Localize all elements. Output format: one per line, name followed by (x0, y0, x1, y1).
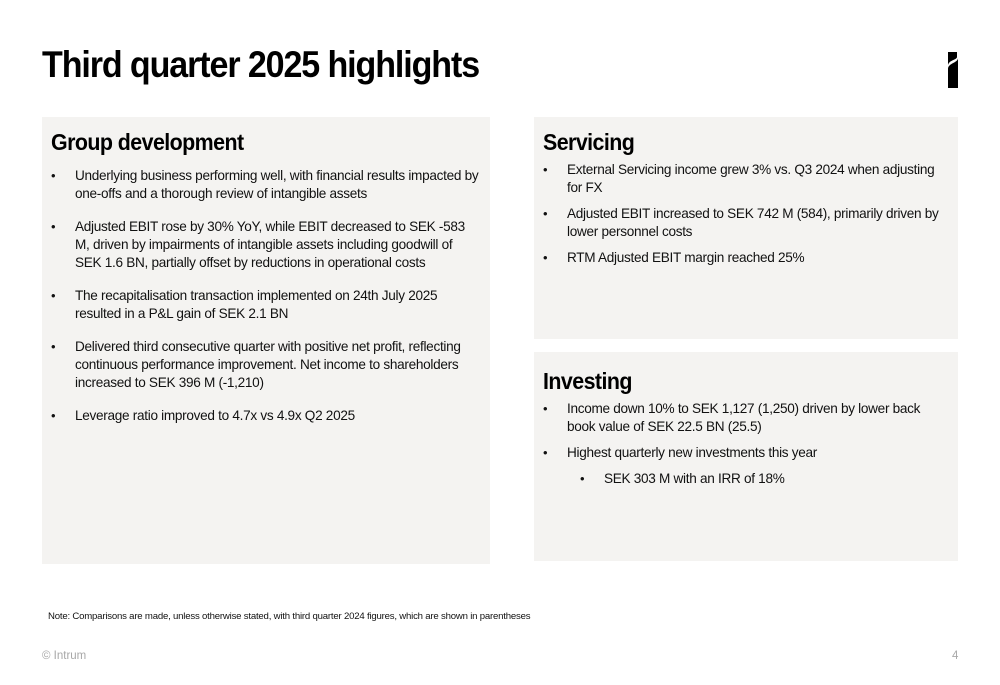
list-item: • Highest quarterly new investments this … (543, 445, 818, 460)
bullet-icon: • (51, 339, 56, 354)
list-item: • Delivered third consecutive quarter wit… (51, 339, 461, 390)
bullet-icon: • (543, 162, 548, 177)
bullet-icon: • (543, 401, 548, 416)
bullet-icon: • (543, 250, 548, 265)
footnote: Note: Comparisons are made, unless other… (48, 611, 531, 622)
bullet-icon: • (51, 219, 56, 234)
list-item: • Adjusted EBIT increased to SEK 742 M (5… (543, 206, 939, 239)
bullet-icon: • (543, 445, 548, 460)
bullet-icon: • (543, 206, 548, 221)
servicing-list: • External Servicing income grew 3% vs. Q… (543, 161, 948, 267)
servicing-panel: Servicing • External Servicing income gre… (534, 117, 958, 339)
group-development-panel: Group development • Underlying business p… (42, 117, 490, 564)
list-item: • External Servicing income grew 3% vs. Q… (543, 162, 935, 195)
bullet-icon: • (51, 288, 56, 303)
servicing-heading: Servicing (543, 129, 635, 155)
investing-list: • Income down 10% to SEK 1,127 (1,250) dr… (543, 400, 948, 488)
bullet-icon: • (580, 471, 585, 486)
intrum-logo-icon (948, 52, 958, 88)
page-title: Third quarter 2025 highlights (42, 44, 480, 85)
bullet-icon: • (51, 168, 56, 183)
list-item: • The recapitalisation transaction implem… (51, 288, 438, 321)
investing-panel: Investing • Income down 10% to SEK 1,127 … (534, 352, 958, 561)
list-item: • Leverage ratio improved to 4.7x vs 4.9x… (51, 408, 355, 423)
list-item: • Income down 10% to SEK 1,127 (1,250) dr… (543, 401, 921, 434)
list-item: • Underlying business performing well, wi… (51, 168, 479, 201)
sub-list-item: • SEK 303 M with an IRR of 18% (580, 471, 785, 486)
copyright: © Intrum (42, 650, 87, 662)
list-item: • RTM Adjusted EBIT margin reached 25% (543, 250, 805, 265)
page-number: 4 (952, 650, 959, 662)
investing-heading: Investing (543, 368, 632, 394)
list-item: • Adjusted EBIT rose by 30% YoY, while EB… (51, 219, 465, 270)
group-development-list: • Underlying business performing well, wi… (51, 167, 480, 425)
bullet-icon: • (51, 408, 56, 423)
group-development-heading: Group development (51, 129, 244, 155)
